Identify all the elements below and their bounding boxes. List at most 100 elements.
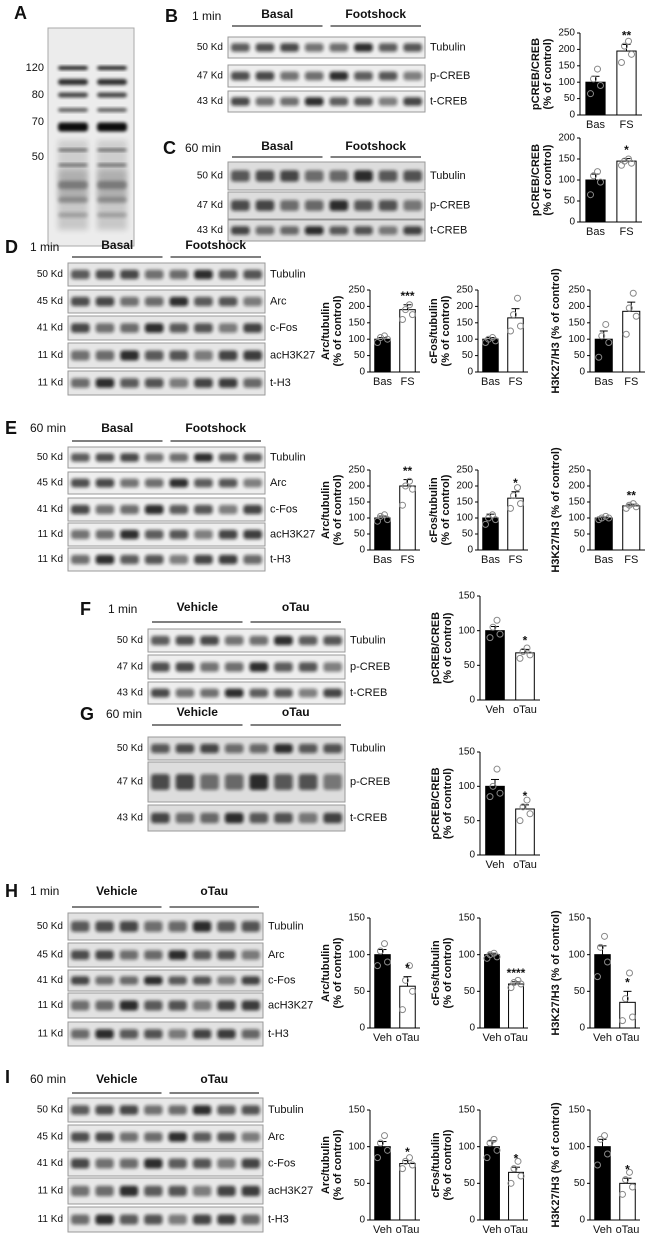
data-point: [381, 332, 388, 340]
y-tick-label: 200: [558, 44, 575, 55]
panel-letter: E: [5, 418, 17, 438]
x-tick-label: oTau: [396, 1032, 420, 1044]
blot-band: [95, 529, 115, 540]
protein-label: acH3K27: [270, 528, 315, 540]
data-point: [526, 651, 534, 659]
blot-band: [58, 79, 88, 85]
blot-band: [120, 269, 139, 280]
blot-band: [403, 200, 422, 211]
y-tick-label: 0: [469, 1215, 475, 1226]
blot-band: [119, 1000, 139, 1011]
group-label: Vehicle: [177, 705, 219, 719]
blot-band: [298, 635, 318, 646]
y-axis-label: (% of control): [442, 937, 454, 1008]
kd-label: 50 Kd: [117, 635, 143, 646]
protein-label: Arc: [268, 1131, 285, 1143]
y-axis-label: (% of control): [442, 1129, 454, 1200]
blot-band: [378, 71, 398, 81]
blot-band: [218, 554, 238, 565]
y-axis-label: H3K27/H3 (% of control): [550, 1102, 562, 1228]
blot-band: [120, 529, 139, 540]
blot-band: [168, 1029, 187, 1039]
protein-label: Tubulin: [268, 920, 304, 932]
blot-band: [95, 921, 114, 932]
data-point: [514, 1157, 522, 1165]
y-axis-label: pCREB/CREB: [430, 612, 442, 684]
data-point: [486, 634, 494, 642]
blot-band: [120, 453, 139, 462]
data-point: [597, 1135, 604, 1143]
blot-band: [304, 43, 324, 52]
blot-band: [144, 1105, 163, 1115]
protein-label: t-H3: [268, 1028, 289, 1040]
blot-band: [120, 378, 139, 388]
bar: [399, 309, 416, 373]
time-label: 1 min: [30, 240, 59, 254]
blot-band: [120, 478, 139, 488]
panel-letter: B: [165, 6, 178, 26]
y-tick-label: 250: [568, 285, 585, 296]
bar: [482, 338, 499, 373]
x-tick-label: oTau: [504, 1032, 528, 1044]
x-tick-label: Veh: [483, 1224, 502, 1236]
y-axis-label: (% of control): [542, 38, 554, 109]
blot-band: [224, 743, 244, 754]
data-point: [594, 1161, 601, 1169]
data-point: [486, 951, 494, 959]
blot-band: [71, 554, 90, 565]
blot-band: [255, 71, 275, 81]
data-point: [406, 477, 413, 485]
blot-band: [255, 200, 275, 211]
blot-band: [241, 921, 260, 932]
blot-band: [192, 950, 212, 960]
y-tick-label: 150: [456, 497, 473, 508]
blot-band: [231, 97, 250, 106]
data-point: [526, 810, 534, 818]
blot-band: [71, 1214, 90, 1225]
blot-band: [95, 1132, 114, 1142]
significance: **: [622, 29, 632, 43]
data-point: [510, 492, 517, 500]
protein-label: Tubulin: [350, 742, 386, 754]
blot-band: [200, 774, 219, 790]
blot-band: [71, 504, 90, 515]
blot-band: [95, 554, 115, 565]
y-tick-label: 0: [469, 850, 475, 861]
x-tick-label: Bas: [594, 376, 613, 388]
kd-label: 41 Kd: [37, 504, 63, 515]
data-point: [632, 312, 640, 320]
protein-label: c-Fos: [270, 503, 298, 515]
panel-letter: D: [5, 237, 18, 257]
blot-band: [97, 66, 127, 70]
blot-band: [224, 662, 244, 672]
panel-letter: G: [80, 704, 94, 724]
x-tick-label: Bas: [373, 554, 392, 566]
data-point: [510, 979, 518, 987]
y-axis-label: H3K27/H3 (% of control): [550, 447, 562, 573]
data-point: [621, 157, 628, 165]
blot-band: [274, 635, 293, 646]
blot-band: [169, 378, 189, 388]
x-tick-label: oTau: [616, 1224, 640, 1236]
blot-band: [218, 453, 238, 462]
x-tick-label: Veh: [373, 1032, 392, 1044]
blot-band: [144, 1029, 163, 1039]
blot-band: [255, 97, 275, 106]
blot-band: [329, 200, 349, 211]
blot-band: [274, 743, 293, 754]
y-tick-label: 0: [467, 545, 473, 556]
y-tick-label: 200: [456, 481, 473, 492]
group-label: Vehicle: [96, 884, 138, 898]
kd-label: 11 Kd: [38, 554, 63, 565]
blot-band: [249, 688, 269, 698]
blot-band: [151, 774, 170, 790]
data-point: [377, 334, 384, 342]
group-label: Footshock: [345, 139, 406, 153]
group-label: Footshock: [345, 7, 406, 21]
blot-band: [192, 1214, 212, 1225]
blot-band: [144, 323, 164, 333]
blot-band: [169, 504, 189, 515]
blot-band: [97, 79, 127, 85]
y-tick-label: 50: [464, 815, 476, 826]
blot-band: [280, 43, 299, 52]
